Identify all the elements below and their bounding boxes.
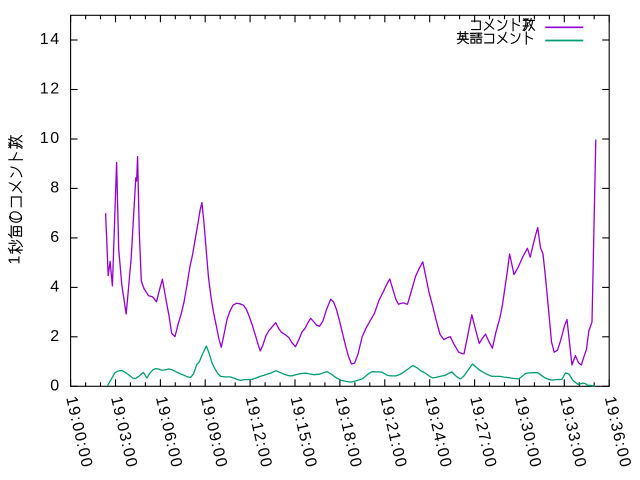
svg-text:12: 12 [40,81,60,98]
svg-text:8: 8 [50,179,59,196]
svg-text:10: 10 [40,130,60,147]
svg-text:14: 14 [40,31,60,48]
svg-text:2: 2 [50,328,59,345]
svg-text:6: 6 [50,229,59,246]
svg-text:4: 4 [50,278,59,295]
svg-text:1: 1 [6,256,23,265]
svg-text:0: 0 [50,377,59,394]
